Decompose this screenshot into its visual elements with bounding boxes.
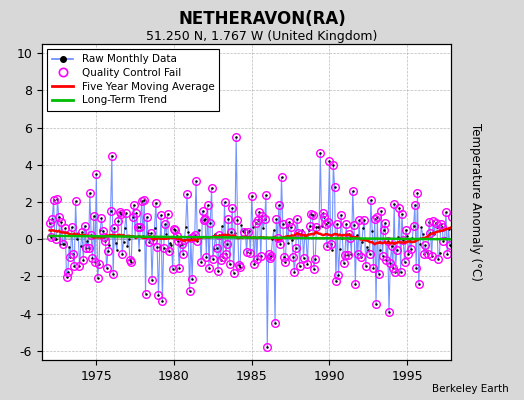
Text: Berkeley Earth: Berkeley Earth — [432, 384, 508, 394]
Text: NETHERAVON(RA): NETHERAVON(RA) — [178, 10, 346, 28]
Text: 51.250 N, 1.767 W (United Kingdom): 51.250 N, 1.767 W (United Kingdom) — [146, 30, 378, 43]
Y-axis label: Temperature Anomaly (°C): Temperature Anomaly (°C) — [468, 123, 482, 281]
Legend: Raw Monthly Data, Quality Control Fail, Five Year Moving Average, Long-Term Tren: Raw Monthly Data, Quality Control Fail, … — [47, 49, 220, 110]
